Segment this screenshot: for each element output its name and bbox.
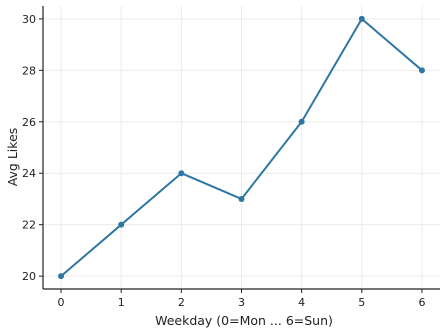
- data-point: [418, 67, 425, 74]
- x-tick-label: 3: [238, 296, 245, 309]
- series-layer: [58, 15, 425, 280]
- grid-lines: [43, 6, 440, 289]
- data-point: [118, 221, 125, 228]
- x-tick-label: 4: [298, 296, 305, 309]
- y-tick-label: 20: [22, 270, 36, 283]
- y-tick-label: 24: [22, 167, 36, 180]
- x-tick-label: 0: [58, 296, 65, 309]
- y-axis-label: Avg Likes: [5, 128, 20, 187]
- y-tick-label: 22: [22, 219, 36, 232]
- x-tick-label: 6: [418, 296, 425, 309]
- data-point: [178, 170, 185, 177]
- data-point: [58, 273, 65, 280]
- x-tick-label: 1: [118, 296, 125, 309]
- x-axis-label: Weekday (0=Mon ... 6=Sun): [155, 313, 333, 328]
- y-tick-label: 28: [22, 64, 36, 77]
- y-tick-label: 30: [22, 13, 36, 26]
- axes: [39, 6, 440, 293]
- x-tick-label: 5: [358, 296, 365, 309]
- tick-labels: 0 1 2 3 4 5 6 20 22 24 26 28 30: [22, 13, 425, 309]
- data-point: [298, 118, 305, 125]
- data-point: [238, 195, 245, 202]
- data-point: [358, 15, 365, 22]
- y-tick-label: 26: [22, 116, 36, 129]
- x-tick-label: 2: [178, 296, 185, 309]
